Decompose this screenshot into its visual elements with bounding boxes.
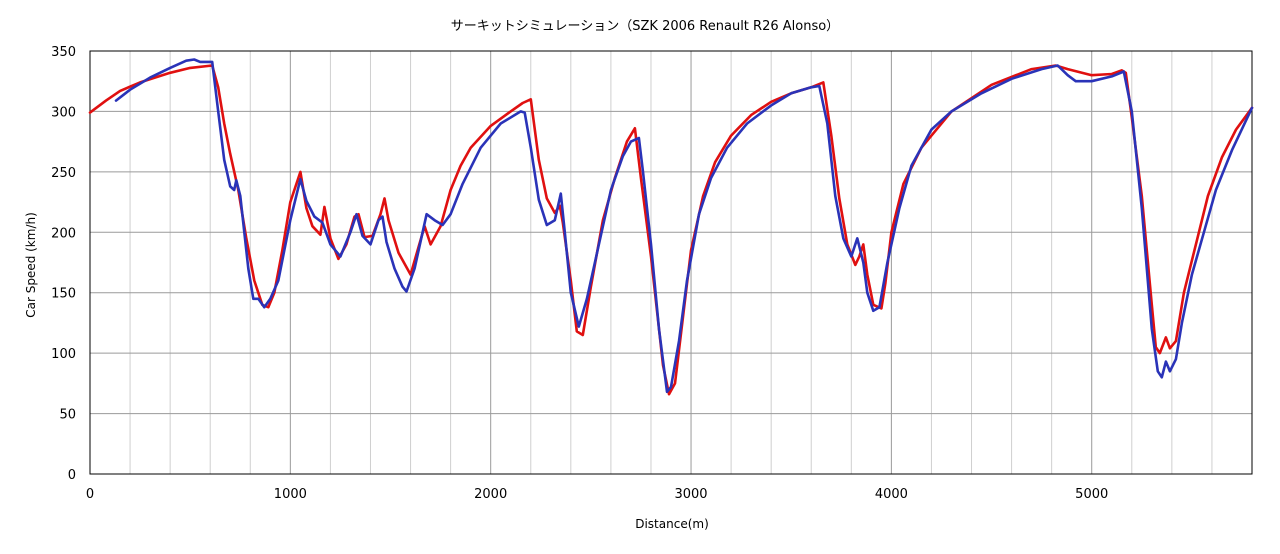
x-axis-label: Distance(m) [635,517,709,531]
x-tick-label: 3000 [674,487,707,502]
series-line-1 [88,64,1254,396]
grid [90,51,1252,474]
y-tick-label: 250 [51,166,76,181]
y-tick-label: 100 [51,347,76,362]
y-axis-label: Car Speed (km/h) [24,212,38,318]
x-tick-label: 2000 [474,487,507,502]
y-tick-label: 300 [51,105,76,120]
y-tick-label: 150 [51,287,76,302]
series-line-2 [114,58,1254,394]
x-tick-label: 5000 [1075,487,1108,502]
y-tick-label: 200 [51,226,76,241]
tick-labels: 0 1000 2000 3000 4000 5000 0 50 100 150 200 250 300 3… [51,45,1108,502]
x-tick-label: 1000 [274,487,307,502]
y-tick-label: 350 [51,45,76,60]
chart-title: サーキットシミュレーション（SZK 2006 Renault R26 Alons… [451,19,839,34]
plot-area [89,50,1253,475]
y-tick-label: 0 [68,468,76,483]
y-tick-label: 50 [59,408,76,423]
series-lines [88,58,1254,396]
x-tick-label: 0 [86,487,94,502]
x-tick-label: 4000 [875,487,908,502]
